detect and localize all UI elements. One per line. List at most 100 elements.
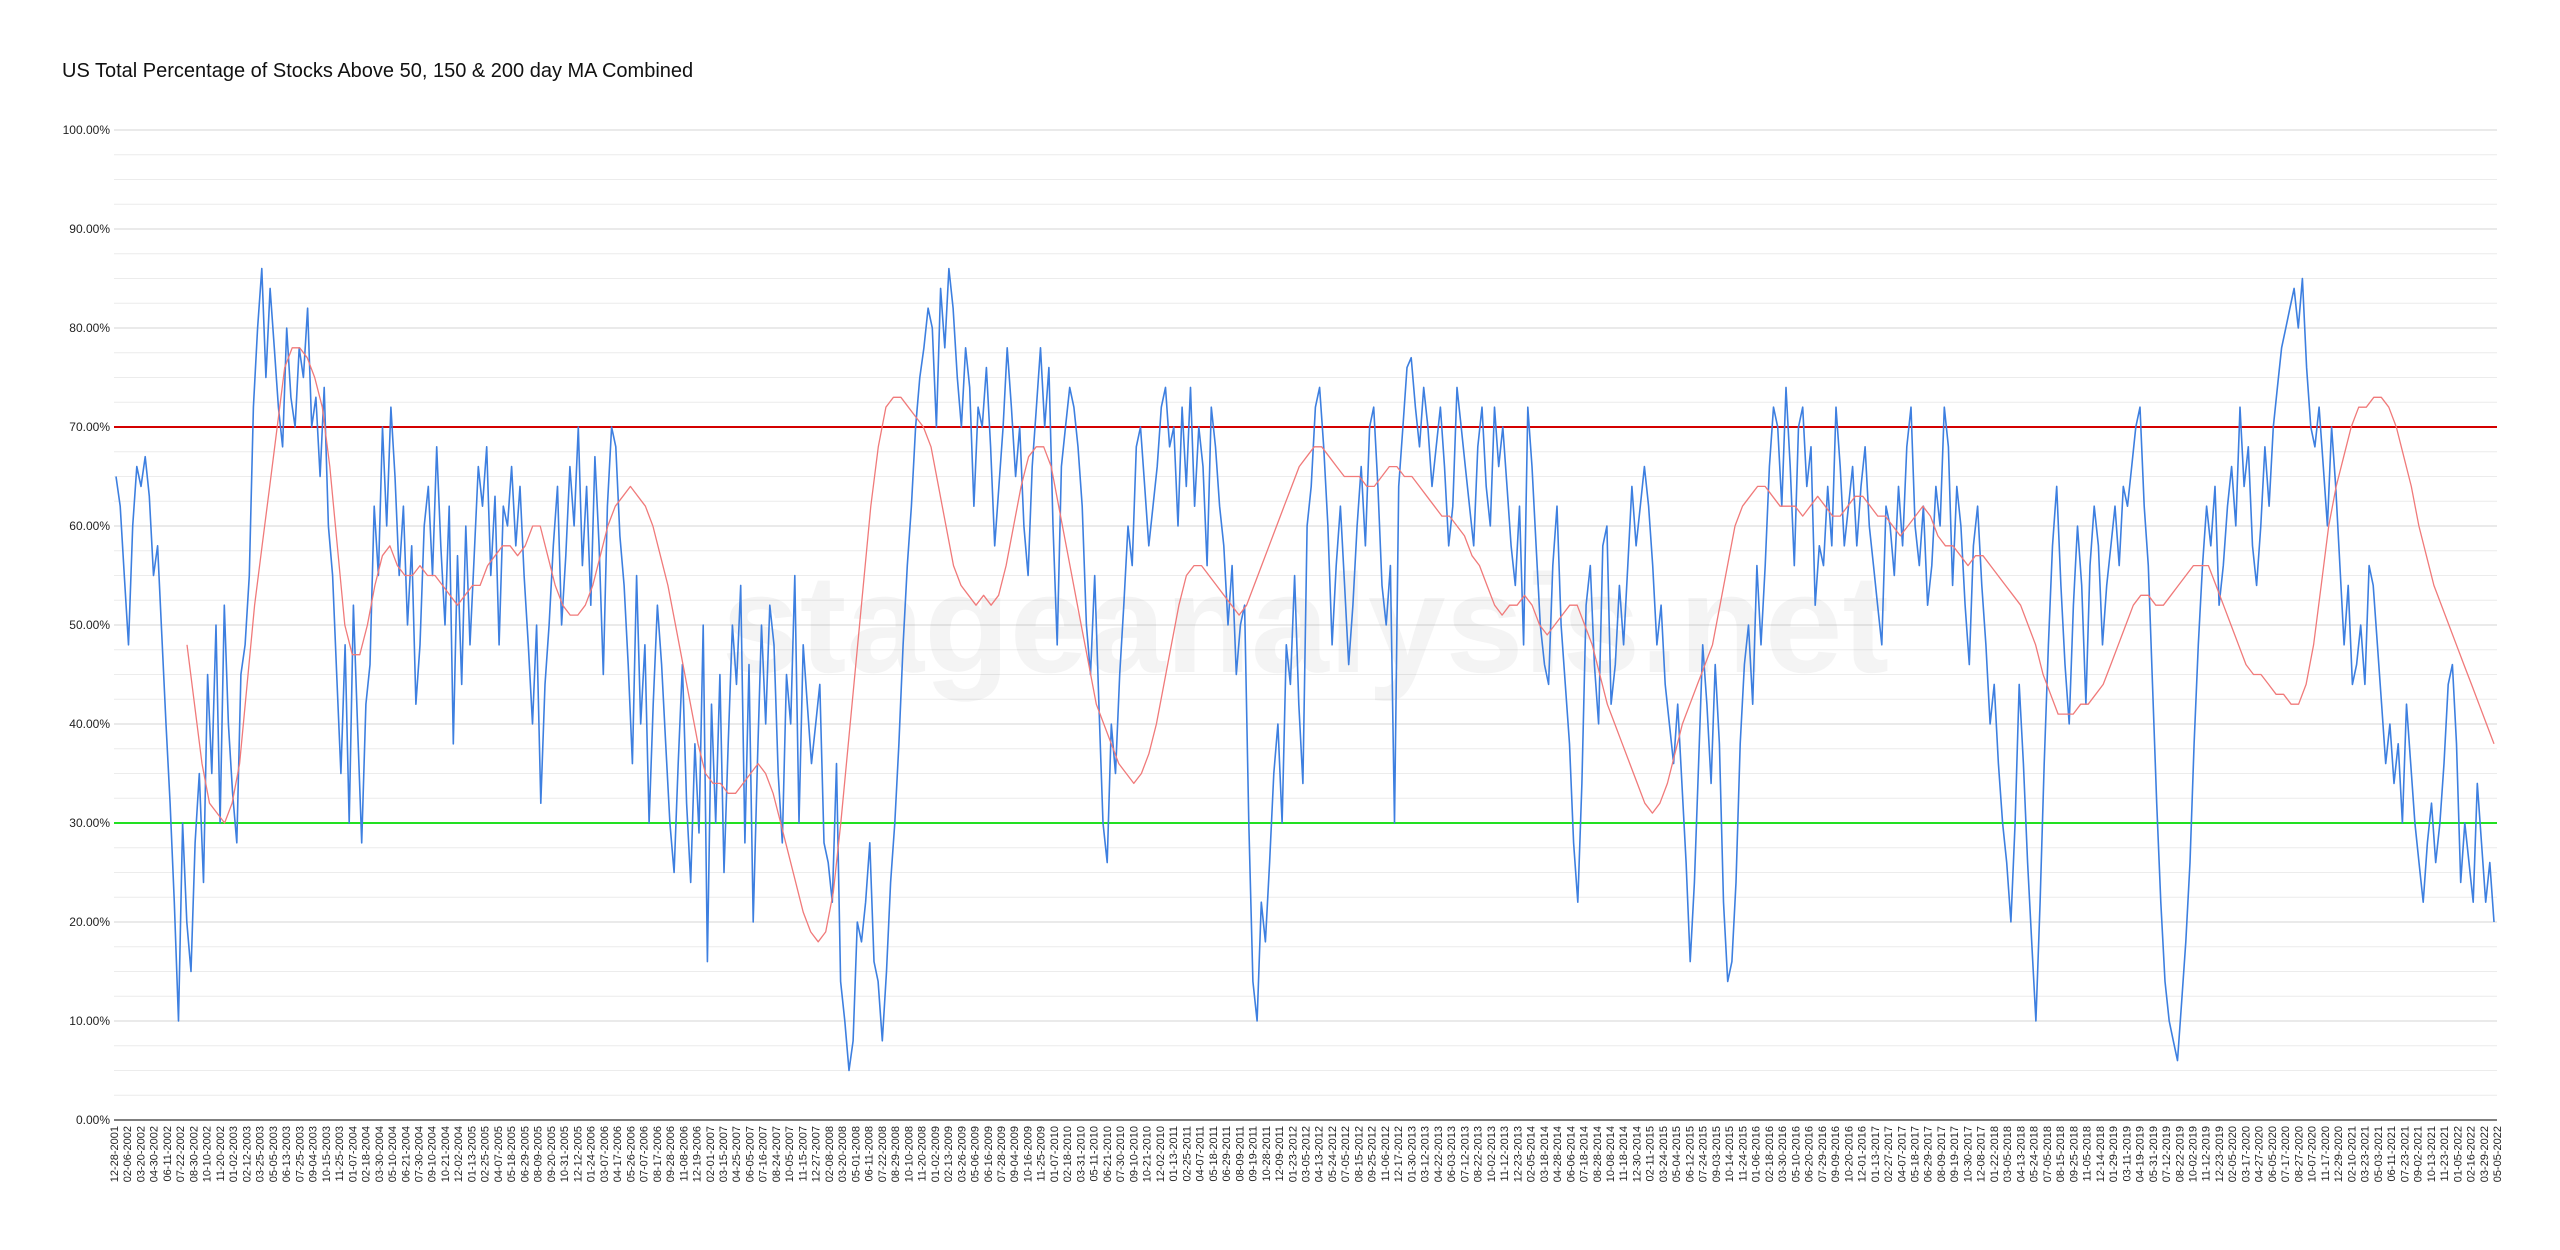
x-tick-label: 11-12-2013: [1499, 1126, 1511, 1181]
reference-lines: [114, 426, 2497, 824]
x-tick-label: 05-05-2003: [268, 1126, 280, 1182]
x-tick-label: 10-05-2007: [784, 1126, 796, 1182]
y-tick-label: 90.00%: [69, 222, 110, 236]
x-tick-label: 06-11-2021: [2386, 1126, 2398, 1181]
x-tick-label: 03-23-2021: [2360, 1126, 2372, 1182]
x-tick-label: 01-07-2010: [1049, 1126, 1061, 1182]
x-tick-label: 03-05-2018: [2002, 1126, 2014, 1182]
x-tick-label: 07-29-2016: [1817, 1126, 1829, 1182]
x-tick-label: 09-03-2015: [1711, 1126, 1723, 1182]
x-tick-label: 05-31-2019: [2148, 1126, 2160, 1182]
x-tick-label: 11-18-2014: [1618, 1126, 1630, 1181]
x-tick-label: 12-02-2004: [453, 1126, 465, 1182]
y-axis-tick-labels: 0.00% 10.00% 20.00% 30.00% 40.00% 50.00% 60.00…: [63, 123, 111, 1127]
x-tick-label: 02-05-2020: [2227, 1126, 2239, 1182]
x-tick-label: 12-17-2012: [1393, 1126, 1405, 1182]
x-tick-label: 07-07-2006: [639, 1126, 651, 1182]
x-tick-label: 03-20-2008: [837, 1126, 849, 1182]
x-tick-label: 10-10-2008: [903, 1126, 915, 1182]
x-tick-label: 09-28-2006: [665, 1126, 677, 1182]
x-tick-label: 11-15-2007: [797, 1126, 809, 1181]
x-tick-label: 03-30-2016: [1777, 1126, 1789, 1182]
x-tick-label: 03-17-2020: [2241, 1126, 2253, 1182]
x-tick-label: 12-23-2019: [2214, 1126, 2226, 1182]
x-tick-label: 07-17-2020: [2280, 1126, 2292, 1182]
x-tick-label: 11-06-2012: [1380, 1126, 1392, 1181]
x-tick-label: 06-03-2013: [1446, 1126, 1458, 1182]
x-tick-label: 01-22-2018: [1989, 1126, 2001, 1182]
x-tick-label: 12-14-2018: [2095, 1126, 2107, 1182]
x-tick-label: 06-21-2010: [1102, 1126, 1114, 1182]
x-tick-label: 09-25-2012: [1367, 1126, 1379, 1182]
series-lines: [115, 267, 2495, 1072]
x-tick-label: 04-19-2019: [2135, 1126, 2147, 1182]
y-tick-label: 10.00%: [69, 1014, 110, 1028]
x-tick-label: 07-12-2013: [1459, 1126, 1471, 1182]
chart-title: US Total Percentage of Stocks Above 50, …: [62, 60, 694, 82]
x-tick-label: 03-18-2014: [1539, 1126, 1551, 1182]
x-tick-label: 03-11-2019: [2121, 1126, 2133, 1181]
series-line-moving-average: [186, 347, 2495, 943]
x-tick-label: 08-09-2017: [1936, 1126, 1948, 1182]
x-tick-label: 12-02-2010: [1155, 1126, 1167, 1182]
x-tick-label: 09-19-2017: [1949, 1126, 1961, 1182]
x-tick-label: 10-13-2021: [2426, 1126, 2438, 1182]
x-tick-label: 07-05-2018: [2042, 1126, 2054, 1182]
x-tick-label: 11-24-2015: [1737, 1126, 1749, 1181]
x-tick-label: 07-18-2014: [1579, 1126, 1591, 1182]
x-tick-label: 01-02-2003: [228, 1126, 240, 1182]
x-tick-label: 09-09-2016: [1830, 1126, 1842, 1182]
x-tick-label: 04-30-2002: [149, 1126, 161, 1182]
x-tick-label: 04-17-2006: [612, 1126, 624, 1182]
x-tick-label: 02-11-2015: [1645, 1126, 1657, 1181]
x-tick-label: 11-05-2018: [2082, 1126, 2094, 1181]
x-tick-label: 02-10-2021: [2346, 1126, 2358, 1182]
x-tick-label: 01-02-2009: [930, 1126, 942, 1182]
x-tick-label: 12-08-2017: [1976, 1126, 1988, 1182]
x-tick-label: 10-31-2005: [559, 1126, 571, 1182]
x-tick-label: 03-07-2006: [599, 1126, 611, 1182]
x-tick-label: 05-04-2015: [1671, 1126, 1683, 1182]
x-tick-label: 02-18-2010: [1062, 1126, 1074, 1182]
y-tick-label: 80.00%: [69, 321, 110, 335]
x-tick-label: 12-30-2014: [1632, 1126, 1644, 1182]
x-tick-label: 11-23-2021: [2439, 1126, 2451, 1181]
minor-gridlines: [114, 154, 2497, 1096]
x-tick-label: 09-10-2004: [427, 1126, 439, 1182]
x-tick-label: 06-29-2011: [1221, 1126, 1233, 1181]
x-tick-label: 10-02-2019: [2188, 1126, 2200, 1182]
x-tick-label: 05-10-2016: [1790, 1126, 1802, 1182]
x-tick-label: 08-30-2002: [188, 1126, 200, 1182]
x-tick-label: 10-07-2020: [2307, 1126, 2319, 1182]
x-tick-label: 11-12-2019: [2201, 1126, 2213, 1181]
x-tick-label: 11-20-2002: [215, 1126, 227, 1181]
x-tick-label: 03-26-2009: [956, 1126, 968, 1182]
x-tick-label: 01-30-2013: [1406, 1126, 1418, 1182]
x-tick-label: 12-12-2005: [572, 1126, 584, 1182]
x-tick-label: 04-07-2011: [1195, 1126, 1207, 1181]
x-tick-label: 08-22-2019: [2174, 1126, 2186, 1182]
x-tick-label: 04-13-2018: [2015, 1126, 2027, 1182]
series-line-combined: [115, 267, 2495, 1072]
x-tick-label: 10-20-2016: [1843, 1126, 1855, 1182]
x-tick-label: 03-15-2007: [718, 1126, 730, 1182]
x-tick-label: 09-04-2003: [308, 1126, 320, 1182]
x-tick-label: 11-17-2020: [2320, 1126, 2332, 1181]
x-tick-label: 05-24-2018: [2029, 1126, 2041, 1182]
x-tick-label: 07-23-2021: [2399, 1126, 2411, 1182]
x-tick-label: 07-24-2015: [1698, 1126, 1710, 1182]
x-tick-label: 06-21-2004: [400, 1126, 412, 1182]
x-tick-label: 06-06-2014: [1565, 1126, 1577, 1182]
x-tick-label: 03-20-2002: [136, 1126, 148, 1182]
x-tick-label: 05-18-2011: [1208, 1126, 1220, 1181]
x-tick-label: 11-25-2003: [334, 1126, 346, 1181]
x-tick-label: 01-07-2004: [347, 1126, 359, 1182]
y-tick-label: 100.00%: [63, 123, 111, 137]
x-tick-label: 06-11-2002: [162, 1126, 174, 1181]
x-tick-label: 12-09-2011: [1274, 1126, 1286, 1181]
x-tick-label: 06-12-2015: [1684, 1126, 1696, 1182]
x-tick-label: 01-06-2016: [1751, 1126, 1763, 1182]
x-tick-label: 08-28-2014: [1592, 1126, 1604, 1182]
x-tick-label: 07-12-2019: [2161, 1126, 2173, 1182]
